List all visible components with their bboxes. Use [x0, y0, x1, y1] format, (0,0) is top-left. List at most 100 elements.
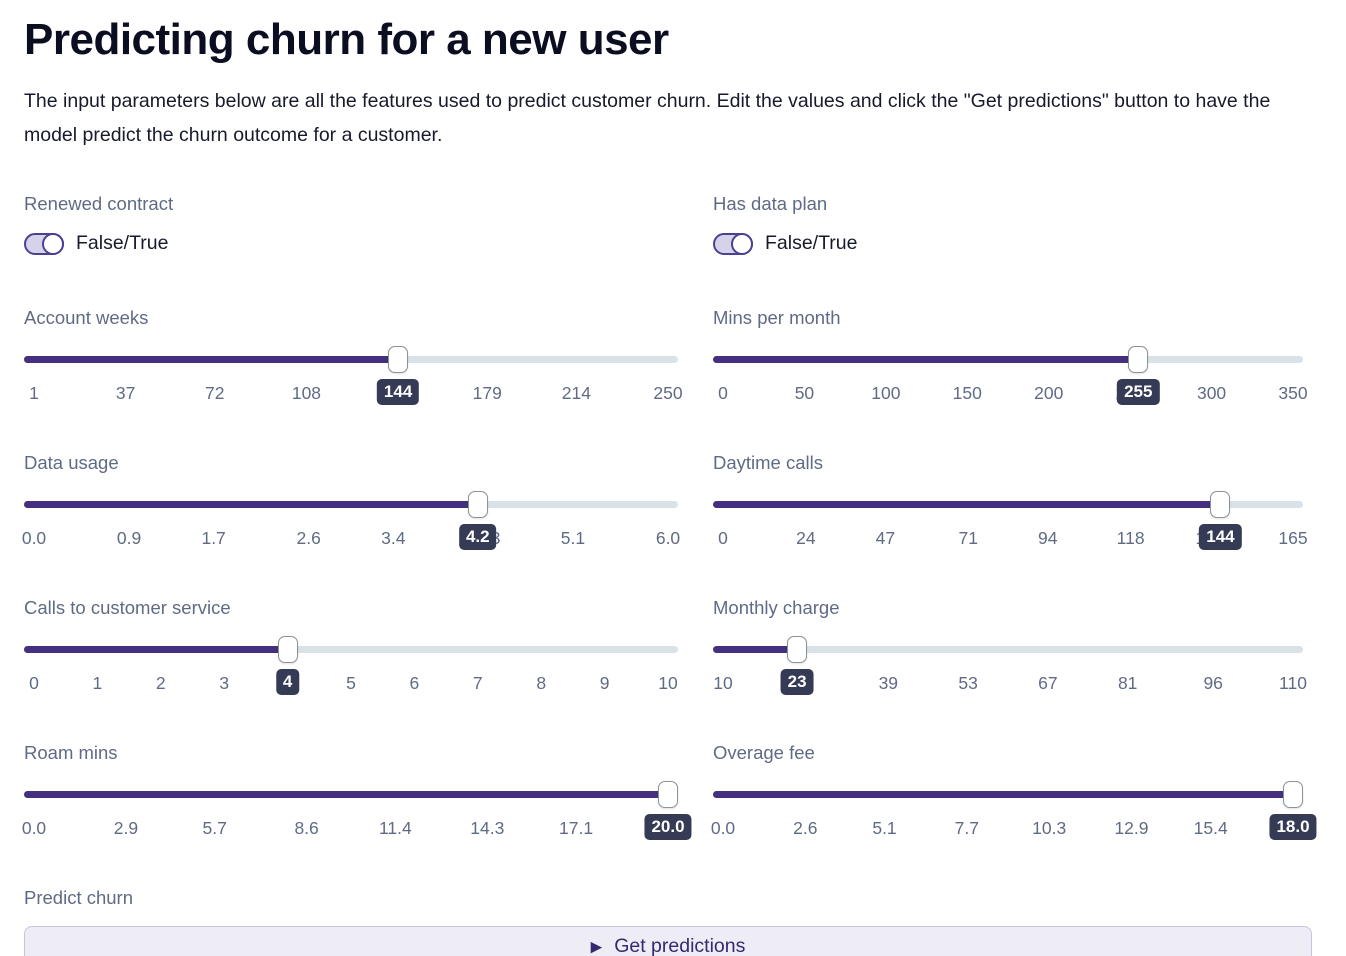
daytime-calls-slider[interactable]: 024477194118141165144: [713, 490, 1308, 554]
slider-value-badge: 4: [275, 668, 300, 695]
tick-label: 7: [472, 672, 483, 693]
tick-label: 50: [794, 382, 815, 403]
has-data-plan-toggle[interactable]: False/True: [713, 232, 857, 255]
tick-label: 0.0: [21, 817, 47, 838]
slider-fill: [24, 500, 482, 508]
get-predictions-button[interactable]: ▶ Get predictions: [24, 925, 1312, 956]
tick-label: 2.6: [793, 817, 818, 838]
slider-label: Daytime calls: [713, 451, 823, 473]
tick-label: 5.1: [872, 817, 897, 838]
page-description: The input parameters below are all the f…: [24, 90, 1271, 146]
tick-label: 53: [958, 672, 978, 693]
tick-label: 15.4: [1193, 817, 1228, 838]
account-weeks-slider[interactable]: 13772108144179214250144: [24, 345, 683, 409]
toggle-switch-icon[interactable]: [713, 232, 753, 255]
slider-group-overage-fee: Overage fee 0.0 2.6 5.1 7.7 10.3 12.9 15.4 18.0…: [710, 741, 1317, 844]
slider-ticks: 0123456789104: [24, 668, 678, 699]
renewed-contract-toggle[interactable]: False/True: [24, 232, 168, 255]
slider-label: Overage fee: [713, 741, 815, 763]
slider-fill: [24, 645, 286, 653]
tick-label: 2: [155, 672, 166, 693]
slider-thumb[interactable]: [658, 780, 678, 808]
slider-fill: [24, 790, 678, 798]
slider-value-badge: 20.0: [644, 813, 692, 840]
slider-value-badge: 23: [780, 668, 814, 695]
slider-group-data-usage: Data usage 0.00.91.72.63.44.35.16.04.2: [22, 451, 680, 554]
slider-fill: [713, 355, 1143, 363]
slider-track[interactable]: [24, 500, 678, 508]
tick-label: 0.9: [116, 527, 142, 548]
toggle-knob[interactable]: [42, 232, 64, 255]
predict-section: Predict churn ▶ Get predictions: [24, 886, 1312, 956]
tick-label: 6: [409, 672, 420, 693]
tick-label: 67: [1038, 672, 1058, 693]
slider-track[interactable]: [24, 790, 678, 798]
slider-thumb[interactable]: [277, 635, 298, 663]
tick-label: 179: [472, 382, 502, 403]
slider-thumb[interactable]: [1210, 490, 1231, 518]
slider-group-roam-mins: Roam mins 0.02.95.78.611.414.317.120.020…: [21, 741, 692, 844]
tick-label: 100: [871, 382, 901, 403]
tick-label: 108: [291, 382, 322, 403]
slider-ticks: 1024395367819611023: [713, 668, 1307, 699]
slider-track-row[interactable]: [713, 780, 1303, 809]
toggle-switch-icon[interactable]: [24, 232, 64, 255]
roam-mins-slider[interactable]: 0.02.95.78.611.414.317.120.020.0: [21, 780, 692, 844]
slider-track-row[interactable]: [24, 345, 678, 374]
slider-ticks: 0.02.95.78.611.414.317.120.020.0: [21, 813, 692, 844]
slider-thumb[interactable]: [1283, 780, 1303, 808]
tick-label: 0.0: [710, 817, 736, 838]
slider-thumb[interactable]: [388, 345, 409, 373]
tick-label: 10.3: [1032, 817, 1067, 838]
slider-label: Roam mins: [24, 741, 118, 763]
slider-track-row[interactable]: [713, 345, 1303, 374]
tick-label: 37: [115, 382, 136, 403]
slider-thumb[interactable]: [1128, 345, 1149, 373]
toggle-knob[interactable]: [731, 232, 753, 255]
slider-track-row[interactable]: [24, 490, 678, 519]
slider-fill: [24, 355, 400, 363]
slider-track[interactable]: [713, 790, 1303, 798]
overage-fee-slider[interactable]: 0.02.65.17.710.312.915.418.018.0: [710, 780, 1317, 844]
calls-to-customer-service-slider[interactable]: 0123456789104: [24, 635, 678, 699]
tick-label: 0: [718, 527, 728, 548]
slider-thumb[interactable]: [467, 490, 488, 518]
slider-track-row[interactable]: [713, 635, 1303, 664]
slider-track[interactable]: [713, 645, 1303, 653]
slider-fill: [713, 645, 790, 653]
page-title: Predicting churn for a new user: [24, 15, 669, 64]
slider-thumb[interactable]: [787, 635, 808, 663]
tick-label: 81: [1117, 672, 1138, 693]
slider-value-badge: 144: [376, 378, 420, 405]
tick-label: 5: [346, 672, 356, 693]
tick-label: 150: [952, 382, 982, 403]
slider-track[interactable]: [713, 500, 1303, 508]
tick-label: 96: [1203, 672, 1223, 693]
slider-track[interactable]: [24, 355, 678, 363]
column-right: Has data plan False/True Mins per month …: [710, 192, 1317, 886]
slider-track-row[interactable]: [713, 490, 1303, 519]
tick-label: 1: [92, 672, 103, 693]
slider-value-badge: 18.0: [1269, 813, 1317, 840]
slider-track-row[interactable]: [24, 780, 678, 809]
slider-label: Account weeks: [24, 306, 149, 328]
slider-label: Monthly charge: [713, 596, 840, 618]
slider-value-badge: 255: [1117, 378, 1160, 405]
slider-group-calls-to-customer-service: Calls to customer service 0123456789104: [24, 596, 678, 699]
tick-label: 300: [1196, 382, 1227, 403]
toggle-label: Renewed contract: [24, 193, 174, 214]
tick-label: 10: [658, 672, 678, 693]
tick-label: 47: [875, 527, 896, 548]
slider-ticks: 024477194118141165144: [713, 523, 1308, 554]
slider-track-row[interactable]: [24, 635, 678, 664]
slider-value-badge: 144: [1199, 523, 1242, 550]
column-left: Renewed contract False/True Account week…: [21, 192, 692, 886]
slider-track[interactable]: [24, 645, 678, 653]
slider-track[interactable]: [713, 355, 1303, 363]
slider-ticks: 13772108144179214250144: [24, 378, 683, 409]
mins-per-month-slider[interactable]: 050100150200250300350255: [713, 345, 1308, 409]
monthly-charge-slider[interactable]: 1024395367819611023: [713, 635, 1307, 699]
data-usage-slider[interactable]: 0.00.91.72.63.44.35.16.04.2: [22, 490, 680, 554]
input-columns: Renewed contract False/True Account week…: [21, 192, 1317, 886]
